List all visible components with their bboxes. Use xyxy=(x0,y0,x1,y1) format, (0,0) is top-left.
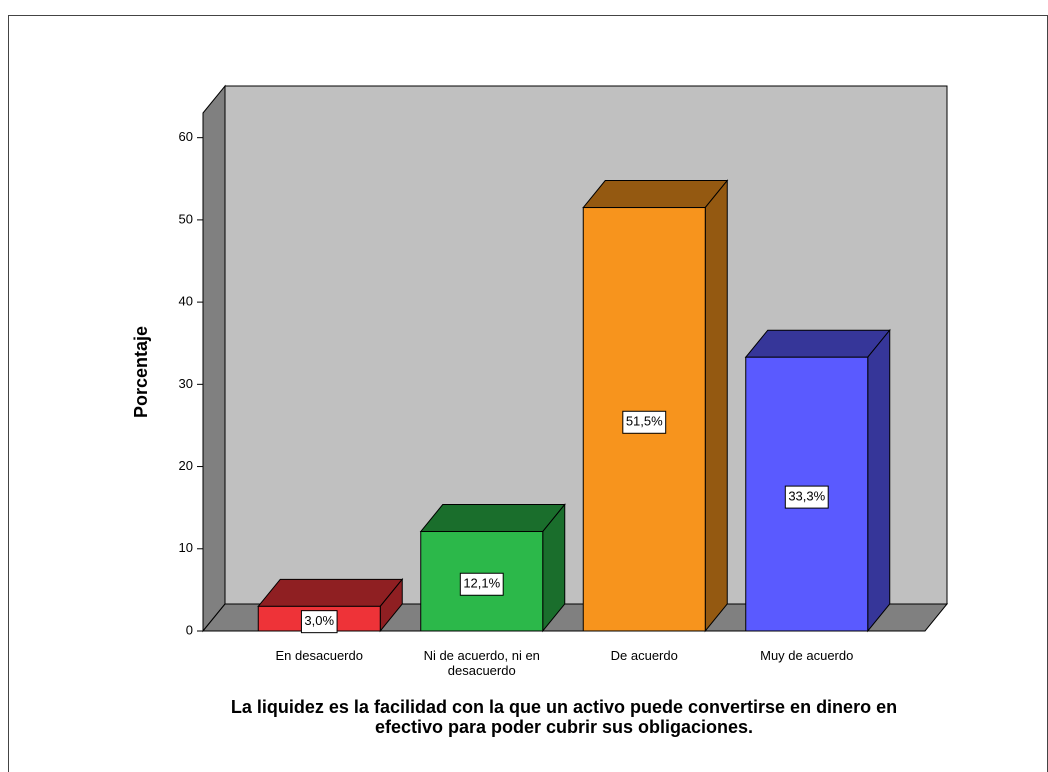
bar-top xyxy=(257,578,404,607)
bar-top xyxy=(744,329,891,358)
side-wall xyxy=(202,84,226,633)
y-tick-label: 10 xyxy=(179,540,193,555)
y-tick-label: 30 xyxy=(179,376,193,391)
x-tick-label: Ni de acuerdo, ni en desacuerdo xyxy=(423,648,540,678)
x-tick-label: De acuerdo xyxy=(610,648,678,663)
y-tick-label: 20 xyxy=(179,458,193,473)
value-label: 12,1% xyxy=(463,576,500,591)
value-label: 33,3% xyxy=(788,489,825,504)
y-axis-label: Porcentaje xyxy=(131,326,151,418)
x-axis-label: La liquidez es la facilidad con la que u… xyxy=(230,697,898,737)
bar-top xyxy=(582,180,729,209)
x-tick-label: En desacuerdo xyxy=(275,648,363,663)
value-label-box xyxy=(784,485,829,509)
bar-top xyxy=(419,504,566,533)
bar-side xyxy=(704,179,728,633)
value-label-box xyxy=(459,572,504,596)
y-tick-label: 0 xyxy=(186,622,193,637)
y-tick-label: 60 xyxy=(179,129,193,144)
bar-side xyxy=(867,328,891,633)
y-tick-label: 50 xyxy=(179,211,193,226)
x-tick-label: Muy de acuerdo xyxy=(760,648,854,663)
value-label: 51,5% xyxy=(626,414,663,429)
value-label-box xyxy=(622,410,667,434)
y-tick-label: 40 xyxy=(179,294,193,309)
value-label: 3,0% xyxy=(304,613,334,628)
value-label-box xyxy=(300,610,338,634)
